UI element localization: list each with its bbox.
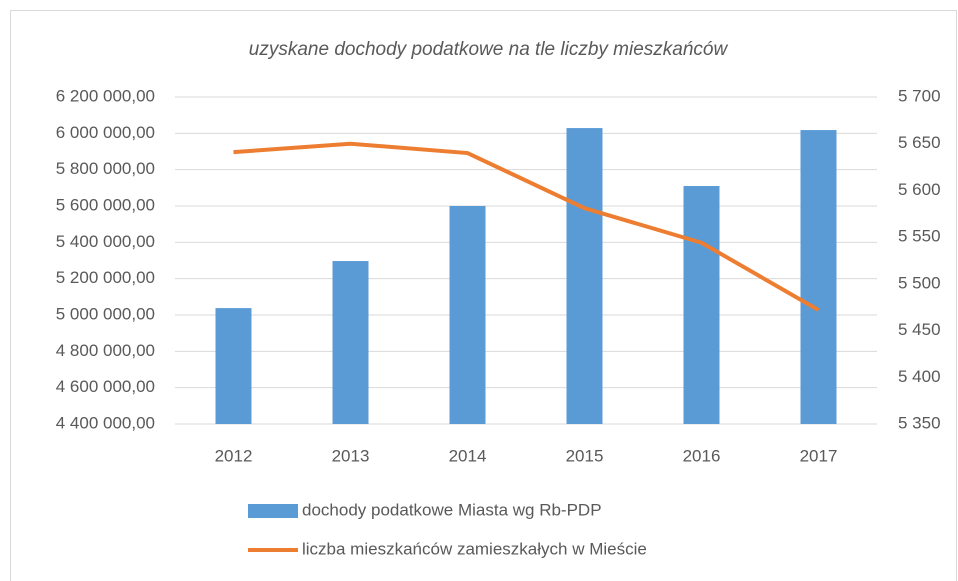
y2-tick-label: 5 650 [898, 133, 941, 152]
bar [449, 206, 486, 424]
y2-tick-label: 5 550 [898, 227, 941, 246]
y-tick-label: 5 400 000,00 [56, 232, 155, 251]
bar [215, 308, 252, 424]
y-tick-label: 4 400 000,00 [56, 413, 155, 432]
y2-tick-label: 5 450 [898, 320, 941, 339]
x-tick-label: 2016 [683, 446, 721, 465]
y-tick-label: 6 000 000,00 [56, 123, 155, 142]
bar [566, 128, 603, 424]
y-tick-label: 6 200 000,00 [56, 86, 155, 105]
bar [800, 130, 837, 424]
x-tick-label: 2012 [215, 446, 253, 465]
y-tick-label: 5 000 000,00 [56, 304, 155, 323]
y2-tick-label: 5 600 [898, 180, 941, 199]
x-tick-label: 2014 [449, 446, 487, 465]
chart-title: uzyskane dochody podatkowe na tle liczby… [249, 39, 729, 60]
line [233, 141, 820, 312]
y2-tick-label: 5 500 [898, 273, 941, 292]
y-tick-label: 5 600 000,00 [56, 195, 155, 214]
legend-swatch [248, 504, 298, 518]
bar [683, 186, 720, 424]
x-tick-label: 2015 [566, 446, 604, 465]
y-tick-label: 5 800 000,00 [56, 159, 155, 178]
y-tick-label: 5 200 000,00 [56, 268, 155, 287]
x-tick-label: 2017 [800, 446, 838, 465]
y-tick-label: 4 600 000,00 [56, 377, 155, 396]
bar [332, 261, 369, 424]
legend-label: liczba mieszkańców zamieszkałych w Mieśc… [302, 539, 647, 558]
y2-tick-label: 5 400 [898, 367, 941, 386]
y-tick-label: 4 800 000,00 [56, 341, 155, 360]
y2-tick-label: 5 700 [898, 86, 941, 105]
x-tick-label: 2013 [332, 446, 370, 465]
legend-label: dochody podatkowe Miasta wg Rb-PDP [302, 500, 602, 519]
y2-tick-label: 5 350 [898, 413, 941, 432]
